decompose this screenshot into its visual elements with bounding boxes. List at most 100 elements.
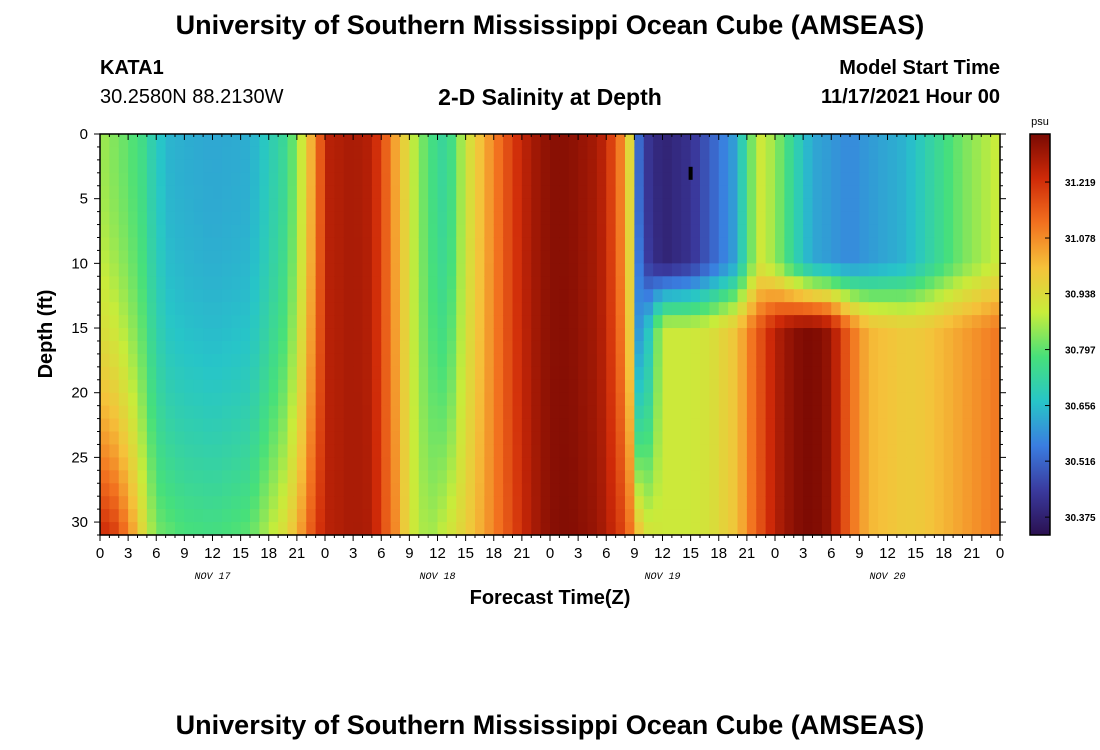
heatmap-cell [568,185,579,200]
heatmap-cell [175,250,185,264]
heatmap-cell [943,522,954,536]
heatmap-cell [521,379,532,394]
heatmap-cell [821,198,832,213]
heatmap-cell [540,276,551,290]
heatmap-cell [915,237,926,252]
heatmap-cell [700,353,710,368]
heatmap-cell [756,146,767,161]
heatmap-cell [409,522,420,536]
heatmap-cell [184,172,195,187]
heatmap-cell [109,315,120,329]
heatmap-cell [362,315,373,329]
heatmap-cell [428,302,439,316]
heatmap-cell [812,198,823,213]
heatmap-cell [428,289,439,303]
heatmap-cell [503,289,514,303]
heatmap-cell [756,405,767,420]
heatmap-cell [315,198,326,213]
heatmap-cell [831,159,842,174]
heatmap-cell [203,172,214,187]
heatmap-cell [437,159,448,174]
heatmap-cell [493,496,504,510]
heatmap-cell [859,392,870,407]
heatmap-cell [756,263,767,277]
heatmap-cell [728,483,739,497]
heatmap-cell [831,302,842,316]
heatmap-cell [156,211,167,226]
heatmap-cell [446,328,457,342]
heatmap-cell [625,198,635,213]
heatmap-cell [915,405,926,420]
heatmap-cell [587,496,598,510]
heatmap-cell [521,444,532,458]
heatmap-cell [756,276,767,290]
heatmap-cell [118,418,129,433]
heatmap-cell [756,224,767,239]
heatmap-cell [503,237,514,252]
heatmap-cell [343,159,354,174]
heatmap-cell [793,198,804,213]
heatmap-cell [456,418,467,433]
heatmap-cell [221,159,232,174]
heatmap-cell [259,444,270,458]
heatmap-cell [353,483,364,497]
heatmap-cell [156,172,167,187]
heatmap-cell [193,431,204,446]
heatmap-cell [990,340,1001,355]
heatmap-cell [278,431,289,446]
heatmap-cell [250,134,260,148]
heatmap-cell [268,457,279,471]
y-tick-label: 0 [80,126,88,143]
heatmap-cell [184,276,195,290]
heatmap-cell [250,224,260,239]
heatmap-cell [259,198,270,213]
heatmap-cell [221,250,232,264]
heatmap-cell [709,134,720,148]
heatmap-cell [606,353,617,368]
heatmap-cell [503,198,514,213]
heatmap-cell [503,483,514,497]
heatmap-cell [915,483,926,497]
heatmap-cell [409,159,420,174]
heatmap-cell [756,366,767,381]
heatmap-cell [231,134,242,148]
heatmap-cell [868,224,879,239]
heatmap-cell [746,328,757,342]
heatmap-cell [568,289,579,303]
heatmap-cell [831,522,842,536]
heatmap-cell [212,366,223,381]
heatmap-cell [578,172,589,187]
heatmap-cell [906,353,917,368]
heatmap-cell [718,250,729,264]
heatmap-cell [596,509,607,523]
heatmap-cell [634,366,645,381]
heatmap-cell [278,328,289,342]
heatmap-cell [868,353,879,368]
heatmap-cell [146,457,157,471]
heatmap-cell [840,289,851,303]
heatmap-cell [203,379,214,394]
heatmap-cell [878,146,889,161]
heatmap-cell [812,159,823,174]
heatmap-cell [446,522,457,536]
heatmap-cell [812,509,823,523]
heatmap-cell [390,483,401,497]
heatmap-cell [934,418,945,433]
heatmap-cell [437,315,448,329]
heatmap-cell [437,418,448,433]
heatmap-cell [465,211,476,226]
heatmap-cell [756,328,767,342]
heatmap-cell [643,328,654,342]
heatmap-cell [428,340,439,355]
heatmap-cell [512,185,523,200]
heatmap-cell [746,431,757,446]
heatmap-cell [128,237,139,252]
heatmap-cell [400,366,410,381]
heatmap-cell [137,392,148,407]
heatmap-cell [831,457,842,471]
heatmap-cell [493,276,504,290]
heatmap-cell [765,457,776,471]
heatmap-cell [887,159,898,174]
y-tick-label: 15 [71,320,88,337]
heatmap-cell [896,315,907,329]
